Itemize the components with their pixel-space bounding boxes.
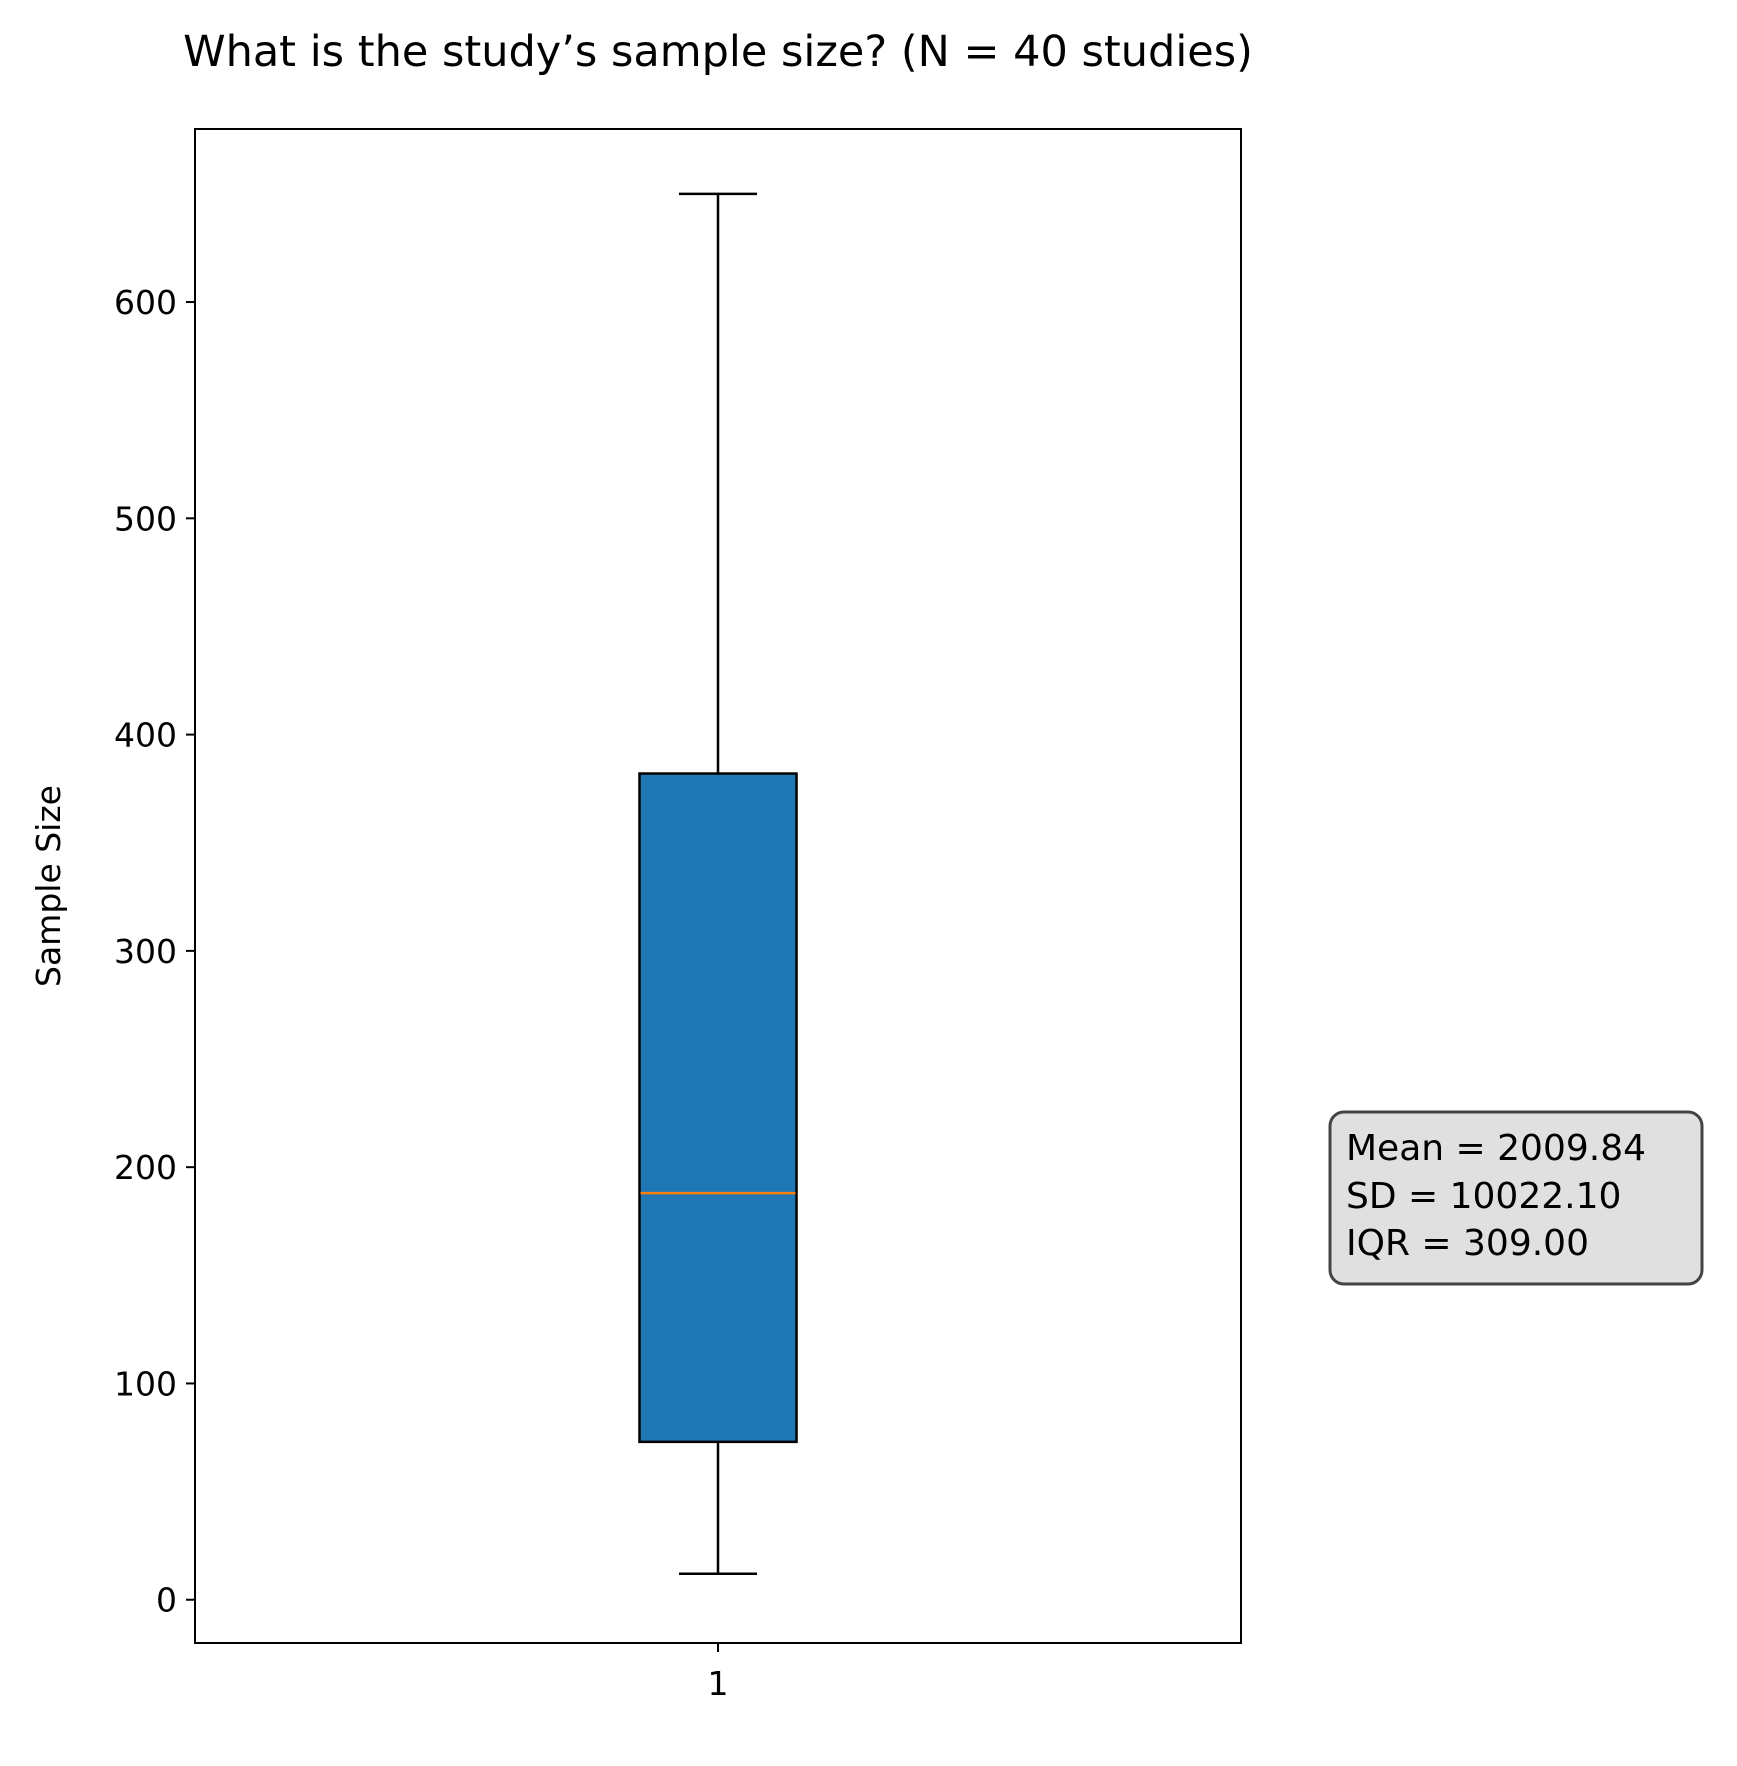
y-tick-label: 300 [114, 932, 177, 971]
stats-box: Mean = 2009.84 SD = 10022.10 IQR = 309.0… [1328, 1110, 1704, 1286]
stats-sd: SD = 10022.10 [1346, 1176, 1621, 1217]
chart-title: What is the study’s sample size? (N = 40… [183, 27, 1253, 77]
x-axis: 1 [708, 1643, 729, 1703]
y-tick-label: 400 [114, 716, 177, 755]
y-axis: 0 100 200 300 400 500 600 [114, 283, 195, 1620]
iqr-box [638, 772, 798, 1444]
stats-box-background [1328, 1110, 1704, 1286]
x-tick-label: 1 [708, 1664, 729, 1703]
y-axis-label: Sample Size [29, 785, 68, 987]
y-tick-label: 100 [114, 1364, 177, 1403]
y-tick-label: 500 [114, 499, 177, 538]
stats-mean: Mean = 2009.84 [1346, 1128, 1646, 1169]
y-tick-label: 0 [156, 1581, 177, 1620]
y-tick-label: 600 [114, 283, 177, 322]
y-tick-label: 200 [114, 1148, 177, 1187]
plot-area [194, 128, 1242, 1644]
stats-iqr: IQR = 309.00 [1346, 1223, 1589, 1264]
